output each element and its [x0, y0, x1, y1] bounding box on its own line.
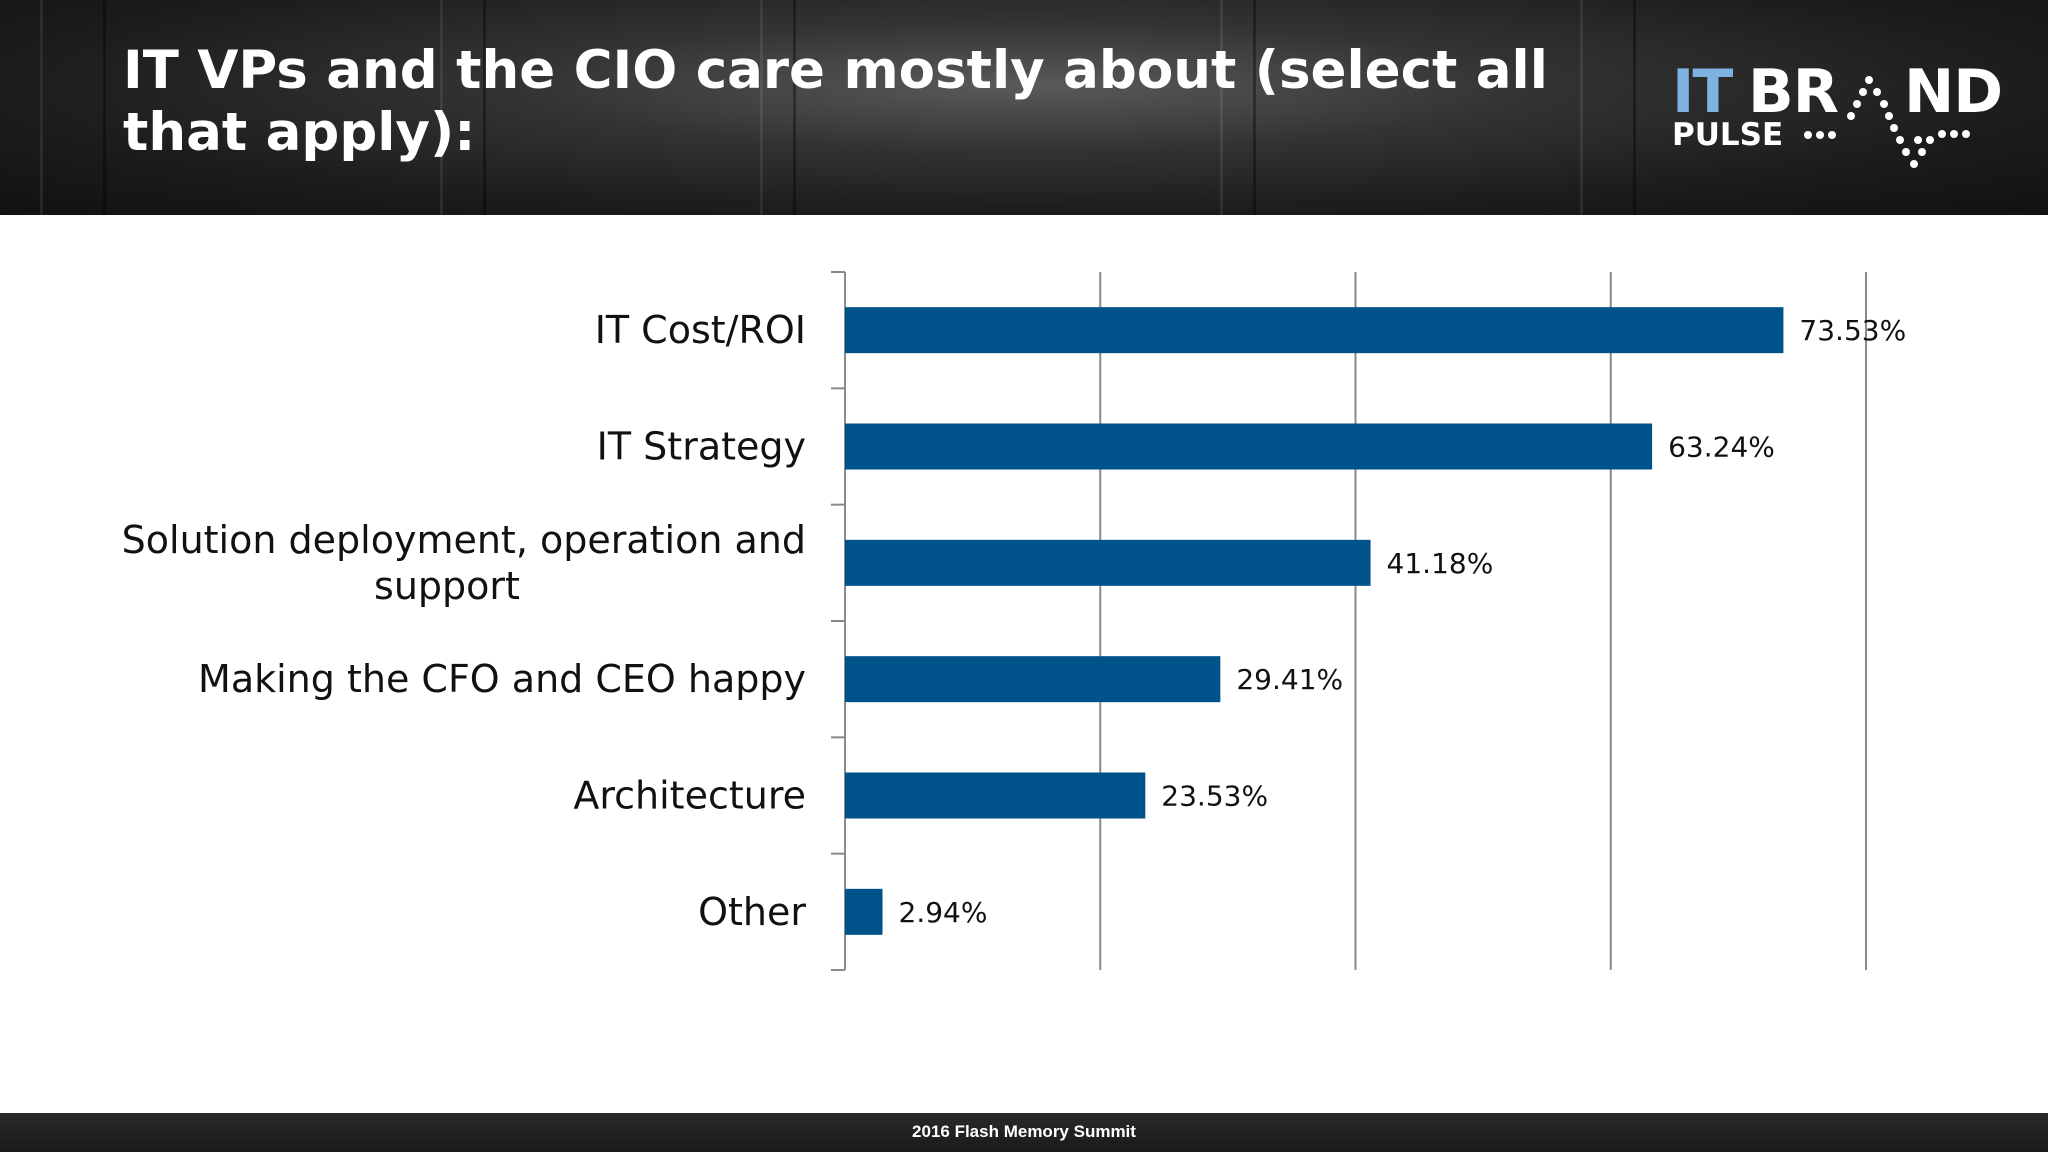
logo-br-text: BR	[1748, 57, 1839, 127]
value-labels: 73.53% 63.24% 41.18% 29.41% 23.53% 2.94%	[899, 314, 1907, 929]
slide-header: IT VPs and the CIO care mostly about (se…	[0, 0, 2048, 215]
bars	[845, 307, 1784, 935]
category-label: Solution deployment, operation and	[122, 518, 806, 562]
category-label: Other	[698, 890, 806, 934]
bar	[845, 423, 1653, 470]
gridlines	[1099, 272, 1867, 970]
slide-title: IT VPs and the CIO care mostly about (se…	[123, 40, 1548, 163]
bar	[845, 539, 1371, 586]
bar	[845, 888, 883, 935]
bar	[845, 656, 1221, 703]
footer-text: 2016 Flash Memory Summit	[912, 1122, 1136, 1141]
bar-chart: IT Cost/ROI IT Strategy Solution deploymen…	[122, 271, 1907, 971]
logo-pulse-text: PULSE	[1672, 117, 1784, 153]
itbrand-pulse-logo: IT BR ND PULSE	[1672, 62, 2012, 182]
category-label: support	[374, 564, 520, 608]
server-rack-decoration	[760, 0, 796, 215]
logo-it-text: IT	[1672, 57, 1733, 127]
server-rack-decoration	[440, 0, 486, 215]
category-label: IT Strategy	[597, 425, 806, 469]
category-label: Making the CFO and CEO happy	[198, 657, 806, 701]
bar	[845, 307, 1784, 354]
bar-value-label: 41.18%	[1387, 547, 1494, 580]
category-label: Architecture	[573, 774, 806, 818]
server-rack-decoration	[1220, 0, 1256, 215]
server-rack-decoration	[40, 0, 106, 215]
category-axis	[831, 271, 846, 971]
bar-value-label: 63.24%	[1668, 431, 1775, 464]
bar-value-label: 23.53%	[1161, 780, 1268, 813]
category-label: IT Cost/ROI	[595, 308, 806, 352]
slide-footer: 2016 Flash Memory Summit	[0, 1113, 2048, 1152]
bar	[845, 772, 1146, 819]
logo-dots-icon	[1804, 76, 1970, 168]
bar-value-label: 2.94%	[899, 896, 988, 929]
bar-value-label: 73.53%	[1799, 314, 1906, 347]
bar-value-label: 29.41%	[1236, 663, 1343, 696]
category-labels: IT Cost/ROI IT Strategy Solution deploymen…	[122, 308, 807, 934]
server-rack-decoration	[1580, 0, 1636, 215]
logo-nd-text: ND	[1904, 57, 2003, 127]
